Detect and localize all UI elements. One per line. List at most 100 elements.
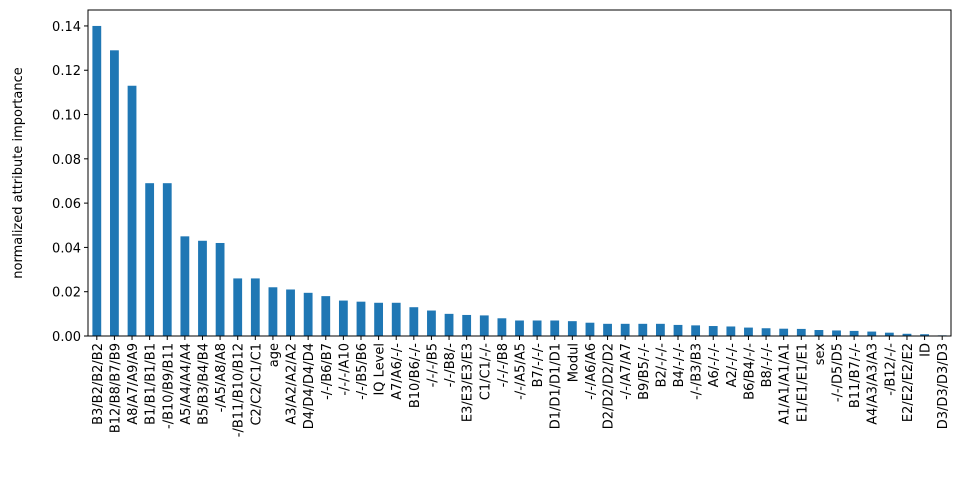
x-tick-label: C1/C1/-/-: [478, 343, 493, 401]
x-tick-label: B3/B2/B2/B2: [91, 343, 106, 425]
bar: [638, 323, 648, 336]
bar: [444, 313, 454, 336]
bar: [902, 333, 912, 336]
x-tick-label: -/B10/B9/B11: [161, 343, 176, 429]
x-tick-label: ID: [919, 343, 934, 357]
x-tick-label: -/A5/A8/A8: [214, 343, 229, 412]
bar: [321, 296, 331, 336]
x-tick-label: D1/D1/D1/D1: [549, 343, 564, 429]
y-tick-label: 0.00: [52, 330, 81, 345]
bar: [691, 325, 701, 336]
y-tick-label: 0.06: [52, 197, 81, 212]
bar: [673, 324, 683, 336]
x-tick-label: -/B12/-/-: [883, 343, 898, 396]
bar: [567, 321, 577, 336]
y-tick-label: 0.14: [52, 20, 81, 35]
bar: [620, 323, 630, 336]
bar: [814, 330, 824, 336]
x-tick-label: E3/E3/E3/E3: [461, 343, 476, 422]
bar: [356, 301, 366, 336]
bar: [796, 328, 806, 336]
x-tick-label: D4/D4/D4/D4: [302, 343, 317, 429]
x-tick-label: A6/-/-/-: [707, 343, 722, 388]
bar: [180, 236, 190, 336]
bar: [920, 334, 929, 336]
bar: [532, 320, 542, 336]
x-tick-label: -/-/B8/-: [443, 343, 458, 388]
x-tick-label: -/-/A5/A5: [514, 343, 529, 400]
x-tick-label: sex: [813, 343, 828, 366]
x-tick-label: B11/B7/-/-: [848, 343, 863, 408]
x-tick-label: -/-/A6/A6: [584, 343, 599, 400]
bar: [726, 326, 736, 336]
y-tick-label: 0.10: [52, 109, 81, 124]
x-tick-label: -/-/B5/B6: [355, 343, 370, 400]
bar: [92, 25, 102, 337]
bar: [462, 314, 472, 336]
bar: [708, 326, 718, 336]
bar: [867, 331, 877, 336]
x-tick-label: Modul: [566, 343, 581, 382]
x-tick-label: B2/-/-/-: [654, 343, 669, 388]
bar: [374, 302, 384, 336]
bar: [303, 292, 313, 336]
x-tick-label: B5/B3/B4/B4: [196, 343, 211, 425]
x-tick-label: B9/B5/-/-: [637, 343, 652, 400]
bar: [338, 300, 348, 336]
x-tick-label: B8/-/-/-: [760, 343, 775, 388]
x-tick-label: A5/A4/A4/A4: [179, 343, 194, 425]
bar: [744, 327, 753, 336]
y-tick-label: 0.02: [52, 286, 81, 301]
bar: [391, 302, 401, 336]
x-tick-label: IQ Level: [373, 343, 388, 396]
plot-frame: [87, 9, 952, 337]
x-tick-label: -/-/-/A10: [337, 343, 352, 396]
bar: [215, 242, 225, 336]
bar: [603, 323, 612, 336]
x-tick-label: B1/B1/B1/B1: [144, 343, 159, 425]
bar: [162, 183, 172, 336]
x-tick-label: -/-/-/B8: [496, 343, 511, 387]
x-tick-label: B7/-/-/-: [531, 343, 546, 388]
bar: [233, 278, 243, 336]
bar: [286, 289, 295, 336]
x-tick-label: B10/B6/-/-: [408, 343, 423, 408]
bar: [145, 183, 155, 336]
x-tick-label: -/-/B6/B7: [320, 343, 335, 400]
x-tick-label: A2/-/-/-: [725, 343, 740, 388]
bar: [110, 50, 119, 336]
bar: [849, 330, 859, 336]
x-tick-label: A4/A3/A3/A3: [866, 343, 881, 425]
bar: [409, 307, 419, 336]
bar: [884, 332, 894, 336]
bar: [832, 330, 841, 336]
y-tick-label: 0.04: [52, 241, 81, 256]
y-tick-label: 0.12: [52, 64, 81, 79]
bar: [268, 287, 278, 336]
bar: [198, 240, 207, 336]
y-tick-label: 0.08: [52, 153, 81, 168]
y-axis-label: normalized attribute importance: [11, 67, 26, 278]
x-tick-label: B4/-/-/-: [672, 343, 687, 388]
x-tick-label: E1/E1/E1/E1: [795, 343, 810, 422]
x-tick-label: -/-/-/B5: [425, 343, 440, 387]
x-tick-label: C2/C2/C1/C1: [249, 343, 264, 426]
x-tick-label: age: [267, 343, 282, 367]
bar: [497, 318, 507, 336]
x-tick-label: B12/B8/B7/B9: [108, 343, 123, 433]
bar: [427, 310, 436, 336]
bar: [515, 320, 524, 336]
x-tick-label: D2/D2/D2/D2: [602, 343, 617, 429]
x-tick-label: -/-/D5/D5: [831, 343, 846, 402]
x-tick-label: -/-/A7/A7: [619, 343, 634, 400]
x-tick-label: A8/A7/A9/A9: [126, 343, 141, 425]
bar: [779, 328, 789, 336]
bar: [655, 323, 665, 336]
x-tick-label: -/-/B3/B3: [690, 343, 705, 400]
x-tick-label: B6/B4/-/-: [742, 343, 757, 400]
x-tick-label: D3/D3/D3/D3: [936, 343, 951, 429]
bar: [550, 320, 560, 336]
bar: [127, 85, 137, 336]
x-tick-label: A1/A1/A1/A1: [778, 343, 793, 425]
